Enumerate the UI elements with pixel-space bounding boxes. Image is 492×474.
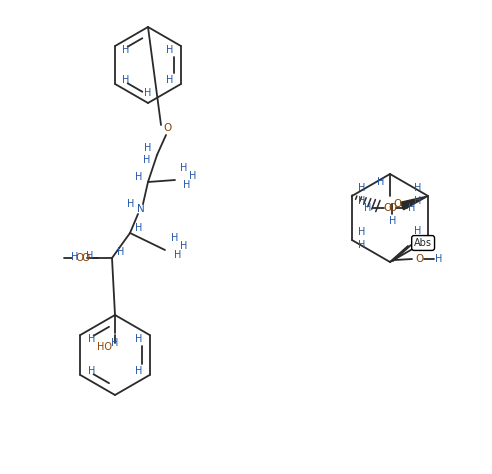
Text: H: H [135, 223, 143, 233]
Text: H: H [166, 45, 174, 55]
Text: H: H [358, 196, 366, 206]
Text: H: H [166, 75, 174, 85]
Text: H: H [435, 254, 443, 264]
Text: H: H [171, 233, 179, 243]
Text: O: O [82, 253, 90, 263]
Text: H: H [135, 366, 142, 376]
Text: H: H [174, 250, 182, 260]
Text: Abs: Abs [414, 238, 432, 248]
Text: H: H [88, 366, 95, 376]
Polygon shape [400, 196, 428, 210]
Text: H: H [86, 251, 93, 261]
Text: H: H [144, 143, 152, 153]
Text: O: O [164, 123, 172, 133]
Text: H: H [377, 177, 385, 187]
Text: H: H [358, 240, 366, 250]
Text: H: H [144, 88, 152, 98]
Text: H: H [365, 203, 372, 213]
Text: O: O [393, 199, 401, 209]
Text: H: H [414, 226, 422, 236]
Text: H: H [135, 172, 143, 182]
Text: H: H [408, 203, 416, 213]
Text: O: O [75, 253, 83, 263]
Text: H: H [143, 155, 151, 165]
Text: O: O [384, 203, 392, 213]
Text: O: O [388, 203, 396, 213]
Text: H: H [414, 183, 422, 193]
Text: H: H [358, 227, 366, 237]
Text: H: H [123, 45, 130, 55]
Text: H: H [389, 216, 397, 226]
Text: H: H [414, 196, 422, 206]
Text: H: H [88, 334, 95, 344]
Text: O: O [415, 254, 423, 264]
Text: HO: HO [97, 342, 113, 352]
Text: H: H [358, 183, 366, 193]
Text: H: H [184, 180, 191, 190]
Text: O: O [411, 240, 419, 250]
Text: H: H [180, 241, 187, 251]
Text: H: H [71, 252, 79, 262]
Text: H: H [117, 247, 124, 257]
Text: H: H [127, 199, 135, 209]
Text: H: H [123, 75, 130, 85]
Text: H: H [180, 163, 187, 173]
Text: H: H [189, 171, 197, 181]
Text: N: N [137, 204, 145, 214]
Text: H: H [111, 338, 119, 348]
Text: H: H [135, 334, 142, 344]
